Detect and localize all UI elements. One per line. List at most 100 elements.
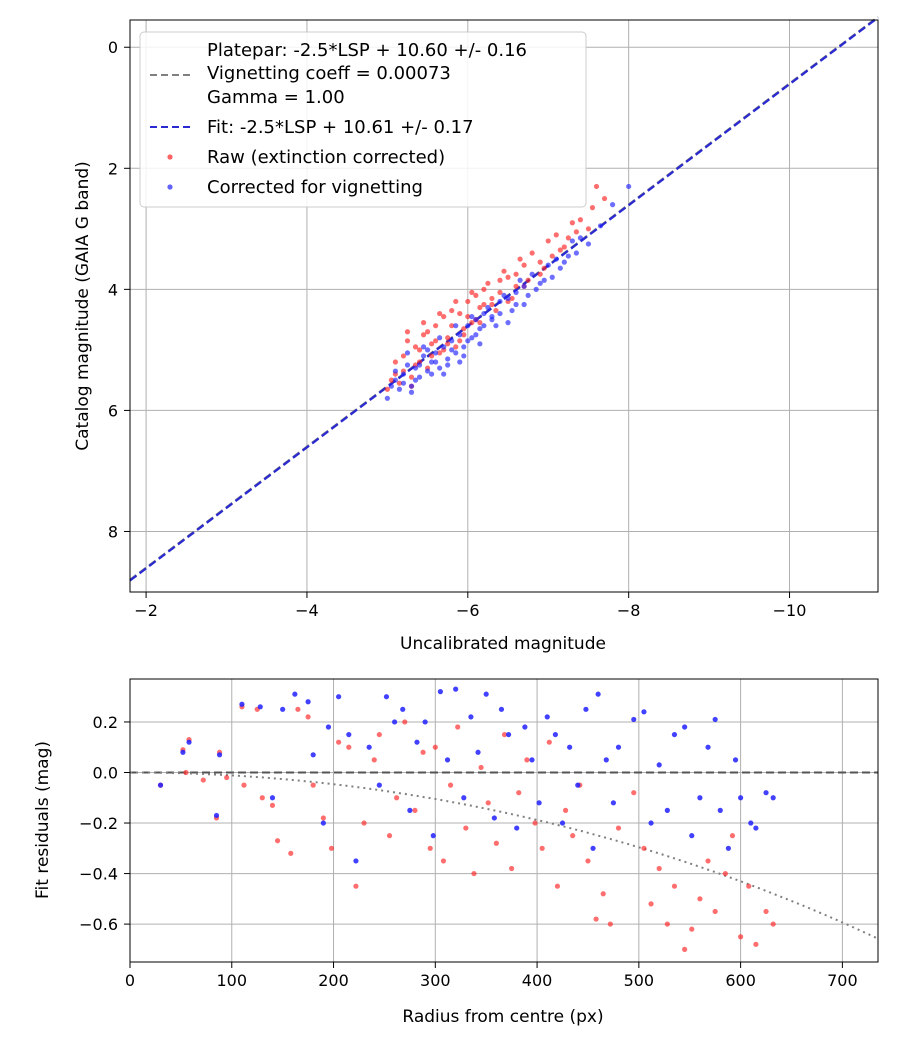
- corrected-residual-point: [631, 716, 637, 723]
- raw-residual-point: [376, 731, 382, 738]
- calibration-corrected-point: [505, 295, 511, 302]
- calibration-corrected-point: [437, 335, 443, 341]
- calibration-corrected-point: [541, 277, 547, 283]
- raw-residual-point: [524, 757, 530, 763]
- residuals-reference-lines: [130, 771, 879, 940]
- raw-residual-point: [656, 865, 662, 872]
- calibration-raw-point: [404, 329, 411, 335]
- legend-vignetting: Vignetting coeff = 0.00073: [207, 63, 451, 84]
- calibration-raw-point: [433, 323, 439, 329]
- corrected-residual-point: [366, 744, 372, 750]
- corrected-residual-point: [310, 752, 316, 758]
- raw-residual-point: [402, 719, 408, 725]
- raw-residual-point: [353, 883, 359, 889]
- calibration-raw-point: [521, 262, 527, 268]
- corrected-residual-point: [544, 714, 550, 720]
- legend-raw-marker: [167, 154, 173, 160]
- raw-residual-point: [336, 739, 342, 745]
- calibration-corrected-point: [420, 344, 427, 350]
- calibration-raw-point: [420, 320, 427, 326]
- calibration-corrected-point: [577, 235, 584, 241]
- corrected-residual-point: [763, 790, 769, 796]
- calibration-raw-point: [505, 274, 511, 280]
- calibration-corrected-point: [416, 374, 423, 380]
- calibration-corrected-point: [392, 377, 399, 383]
- calibration-raw-point: [437, 350, 443, 356]
- calibration-corrected-point: [565, 253, 571, 259]
- raw-residual-point: [689, 926, 695, 932]
- calibration-corrected-point: [481, 310, 487, 317]
- calibration-raw-point: [416, 347, 423, 353]
- calibration-raw-point: [388, 377, 394, 383]
- residuals-y-tick-label: 0.0: [93, 763, 118, 782]
- legend-platepar: Platepar: -2.5*LSP + 10.60 +/- 0.16: [207, 40, 527, 61]
- calibration-raw-point: [489, 301, 495, 308]
- raw-residual-point: [631, 790, 637, 796]
- calibration-corrected-point: [525, 292, 531, 299]
- corrected-residual-point: [383, 694, 390, 700]
- residuals-x-tick-label: 100: [216, 971, 247, 990]
- calibration-corrected-point: [441, 371, 447, 377]
- calibration-raw-point: [445, 335, 451, 341]
- calibration-raw-point: [392, 359, 399, 365]
- calibration-raw-point: [404, 338, 411, 344]
- raw-residual-point: [493, 840, 499, 846]
- raw-residual-point: [607, 921, 613, 927]
- corrected-residual-point: [738, 795, 744, 801]
- residuals-ticks: 0 100 200 300 400 500 600 700 0.2 0.0 −0.2 −0.4 −0.6: [79, 713, 858, 990]
- corrected-residual-point: [717, 807, 723, 813]
- calibration-raw-point: [461, 326, 467, 332]
- raw-residual-point: [532, 820, 538, 826]
- raw-residual-point: [593, 916, 599, 922]
- corrected-residual-point: [422, 719, 428, 725]
- corrected-residual-point: [430, 833, 436, 839]
- corrected-residual-point: [269, 795, 276, 801]
- calibration-raw-point: [481, 301, 487, 308]
- calibration-raw-point: [457, 310, 463, 317]
- calibration-raw-point: [481, 286, 487, 292]
- calibration-corrected-point: [501, 292, 507, 299]
- calibration-raw-point: [513, 283, 519, 289]
- calibration-corrected-point: [473, 317, 479, 323]
- legend-raw: Raw (extinction corrected): [207, 147, 445, 168]
- residuals-y-label: Fit residuals (mag): [33, 741, 53, 899]
- calibration-corrected-point: [465, 323, 471, 329]
- raw-residual-point: [570, 833, 576, 839]
- residuals-x-tick-label: 600: [725, 971, 756, 990]
- corrected-residual-point: [498, 706, 505, 712]
- corrected-residual-point: [689, 833, 695, 839]
- corrected-residual-point: [610, 800, 617, 806]
- raw-residual-point: [274, 838, 281, 844]
- raw-residual-point: [420, 749, 426, 755]
- raw-residual-point: [361, 820, 367, 826]
- residuals-frame: [129, 678, 879, 963]
- raw-residual-point: [269, 802, 276, 808]
- corrected-residual-point: [682, 724, 688, 730]
- raw-residual-point: [183, 769, 189, 776]
- calibration-corrected-point: [561, 259, 567, 265]
- calibration-corrected-point: [493, 323, 499, 329]
- legend-fit: Fit: -2.5*LSP + 10.61 +/- 0.17: [207, 117, 474, 138]
- calibration-raw-point: [593, 183, 600, 190]
- calibration-corrected-point: [420, 353, 427, 359]
- calibration-corrected-point: [457, 332, 463, 338]
- calibration-raw-point: [400, 353, 407, 359]
- calibration-corrected-point: [557, 265, 563, 271]
- calibration-corrected-point: [429, 371, 435, 377]
- calibration-corrected-point: [513, 289, 519, 295]
- calibration-corrected-point: [521, 283, 527, 289]
- corrected-residual-point: [257, 704, 263, 710]
- corrected-residual-point: [280, 706, 286, 712]
- calibration-y-label: Catalog magnitude (GAIA G band): [73, 161, 93, 451]
- calibration-raw-point: [513, 271, 519, 277]
- raw-residual-point: [427, 845, 433, 851]
- calibration-corrected-point: [573, 250, 579, 256]
- calibration-corrected-point: [408, 383, 415, 389]
- calibration-raw-point: [509, 295, 515, 302]
- calibration-raw-point: [585, 226, 592, 232]
- calibration-corrected-point: [529, 271, 535, 277]
- fit-line: [129, 16, 879, 582]
- corrected-residual-point: [453, 686, 459, 692]
- calibration-corrected-point: [449, 347, 455, 353]
